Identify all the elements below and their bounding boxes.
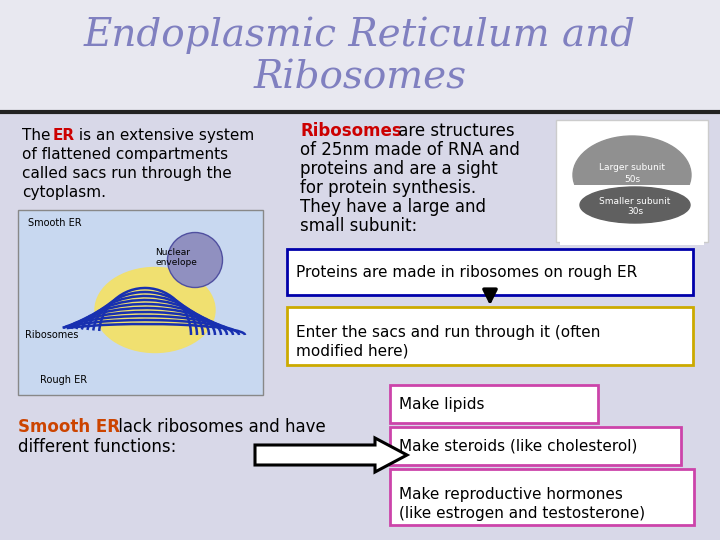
Text: Make reproductive hormones: Make reproductive hormones <box>399 487 623 502</box>
Text: Rough ER: Rough ER <box>40 375 87 385</box>
Text: is an extensive system: is an extensive system <box>74 128 254 143</box>
Ellipse shape <box>95 267 215 353</box>
Text: 30s: 30s <box>627 206 643 215</box>
FancyBboxPatch shape <box>18 210 263 395</box>
Text: (like estrogen and testosterone): (like estrogen and testosterone) <box>399 506 645 521</box>
Text: Ribosomes: Ribosomes <box>253 59 467 97</box>
FancyBboxPatch shape <box>390 385 598 423</box>
FancyBboxPatch shape <box>390 469 694 525</box>
FancyBboxPatch shape <box>287 307 693 365</box>
Text: of 25nm made of RNA and: of 25nm made of RNA and <box>300 141 520 159</box>
Ellipse shape <box>168 233 222 287</box>
Text: 50s: 50s <box>624 174 640 184</box>
Text: of flattened compartments: of flattened compartments <box>22 147 228 162</box>
Text: Ribosomes: Ribosomes <box>25 330 78 340</box>
Text: for protein synthesis.: for protein synthesis. <box>300 179 476 197</box>
FancyArrow shape <box>255 438 407 472</box>
FancyBboxPatch shape <box>560 185 704 245</box>
Text: different functions:: different functions: <box>18 438 176 456</box>
Text: The: The <box>22 128 55 143</box>
Text: modified here): modified here) <box>296 344 408 359</box>
Text: small subunit:: small subunit: <box>300 217 418 235</box>
Text: cytoplasm.: cytoplasm. <box>22 185 106 200</box>
Text: Proteins are made in ribosomes on rough ER: Proteins are made in ribosomes on rough … <box>296 265 637 280</box>
Text: Enter the sacs and run through it (often: Enter the sacs and run through it (often <box>296 325 600 340</box>
FancyBboxPatch shape <box>287 249 693 295</box>
Text: lack ribosomes and have: lack ribosomes and have <box>113 418 325 436</box>
Text: ER: ER <box>53 128 75 143</box>
Ellipse shape <box>573 136 691 214</box>
FancyBboxPatch shape <box>0 0 720 112</box>
FancyBboxPatch shape <box>556 120 708 242</box>
FancyBboxPatch shape <box>0 112 720 540</box>
FancyBboxPatch shape <box>390 427 681 465</box>
Text: proteins and are a sight: proteins and are a sight <box>300 160 498 178</box>
Ellipse shape <box>580 187 690 223</box>
Text: Ribosomes: Ribosomes <box>300 122 402 140</box>
Text: Make steroids (like cholesterol): Make steroids (like cholesterol) <box>399 438 637 454</box>
Text: Smaller subunit: Smaller subunit <box>599 197 671 206</box>
Text: Smooth ER: Smooth ER <box>18 418 120 436</box>
Text: Nuclear
envelope: Nuclear envelope <box>155 248 197 267</box>
Text: Endoplasmic Reticulum and: Endoplasmic Reticulum and <box>84 16 636 54</box>
Text: Make lipids: Make lipids <box>399 396 485 411</box>
Text: called sacs run through the: called sacs run through the <box>22 166 232 181</box>
Text: are structures: are structures <box>393 122 515 140</box>
Text: Smooth ER: Smooth ER <box>28 218 81 228</box>
Text: They have a large and: They have a large and <box>300 198 486 216</box>
Text: Larger subunit: Larger subunit <box>599 164 665 172</box>
